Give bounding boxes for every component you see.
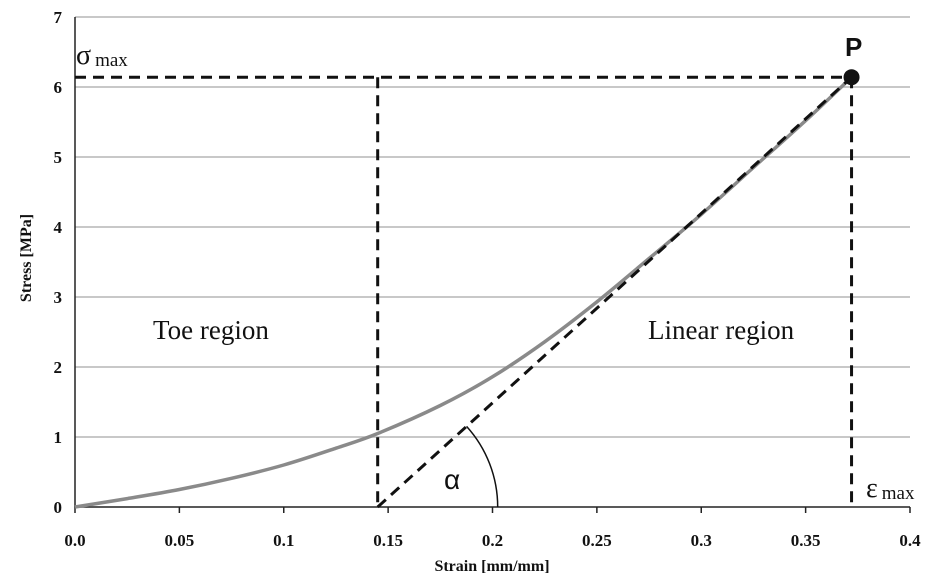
y-tick-label: 6: [54, 78, 63, 97]
x-tick-label: 0.05: [165, 531, 195, 550]
angle-alpha-arc: [466, 425, 499, 508]
x-tick-label: 0.15: [373, 531, 403, 550]
y-tick-label: 1: [54, 428, 63, 447]
y-tick-label: 5: [54, 148, 63, 167]
y-axis-title: Stress [MPa]: [18, 214, 35, 302]
gridlines: [75, 16, 910, 438]
epsilon-symbol: ε: [866, 473, 878, 504]
chart-marks: [74, 69, 860, 509]
sigma-symbol: σ: [76, 40, 91, 71]
linear-tangent-line: [376, 76, 853, 509]
y-tick-label: 4: [54, 218, 63, 237]
x-tick-label: 0.3: [691, 531, 712, 550]
sigma-max-label: σ max: [76, 40, 128, 71]
x-tick-label: 0.4: [899, 531, 921, 550]
x-tick-labels: 0.0 0.05 0.1 0.15 0.2 0.25 0.3 0.35 0.4: [64, 531, 921, 550]
y-tick-label: 0: [54, 498, 63, 517]
linear-region-label: Linear region: [648, 315, 795, 345]
angle-alpha-label: α: [444, 464, 460, 495]
sigma-subscript: max: [95, 50, 128, 71]
point-p: [843, 69, 860, 86]
epsilon-subscript: max: [882, 483, 915, 504]
y-tick-label: 7: [54, 8, 63, 27]
toe-region-label: Toe region: [153, 315, 269, 345]
stress-strain-curve: [74, 75, 853, 509]
x-tick-label: 0.35: [791, 531, 821, 550]
axes: [74, 17, 911, 513]
x-axis-title: Strain [mm/mm]: [434, 558, 549, 573]
x-tick-label: 0.25: [582, 531, 612, 550]
x-tick-label: 0.1: [273, 531, 294, 550]
point-p-label: P: [845, 32, 862, 62]
epsilon-max-label: ε max: [866, 473, 915, 504]
y-tick-label: 3: [54, 288, 63, 307]
y-tick-labels: 0 1 2 3 4 5 6 7: [54, 8, 63, 517]
x-tick-label: 0.0: [64, 531, 85, 550]
y-tick-label: 2: [54, 358, 63, 377]
x-tick-label: 0.2: [482, 531, 503, 550]
